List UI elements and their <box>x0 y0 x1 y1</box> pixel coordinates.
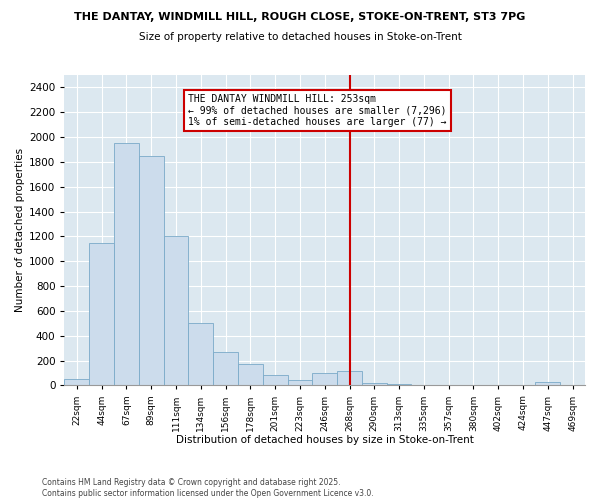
Bar <box>412 385 436 386</box>
Bar <box>386 384 412 386</box>
Bar <box>164 236 188 386</box>
Bar <box>188 324 213 386</box>
Text: Size of property relative to detached houses in Stoke-on-Trent: Size of property relative to detached ho… <box>139 32 461 42</box>
Bar <box>89 242 114 386</box>
Bar <box>337 370 362 386</box>
Bar <box>436 385 461 386</box>
Bar <box>362 383 386 386</box>
Bar <box>287 380 313 386</box>
Bar <box>213 352 238 386</box>
Bar <box>263 376 287 386</box>
Y-axis label: Number of detached properties: Number of detached properties <box>15 148 25 312</box>
Text: THE DANTAY WINDMILL HILL: 253sqm
← 99% of detached houses are smaller (7,296)
1%: THE DANTAY WINDMILL HILL: 253sqm ← 99% o… <box>188 94 447 127</box>
Bar <box>139 156 164 386</box>
Bar <box>238 364 263 386</box>
Bar <box>64 379 89 386</box>
Bar <box>560 385 585 386</box>
Bar <box>486 385 511 386</box>
Bar <box>114 144 139 386</box>
Bar <box>461 385 486 386</box>
Bar <box>313 373 337 386</box>
Text: THE DANTAY, WINDMILL HILL, ROUGH CLOSE, STOKE-ON-TRENT, ST3 7PG: THE DANTAY, WINDMILL HILL, ROUGH CLOSE, … <box>74 12 526 22</box>
X-axis label: Distribution of detached houses by size in Stoke-on-Trent: Distribution of detached houses by size … <box>176 435 473 445</box>
Bar <box>535 382 560 386</box>
Bar <box>511 385 535 386</box>
Text: Contains HM Land Registry data © Crown copyright and database right 2025.
Contai: Contains HM Land Registry data © Crown c… <box>42 478 374 498</box>
